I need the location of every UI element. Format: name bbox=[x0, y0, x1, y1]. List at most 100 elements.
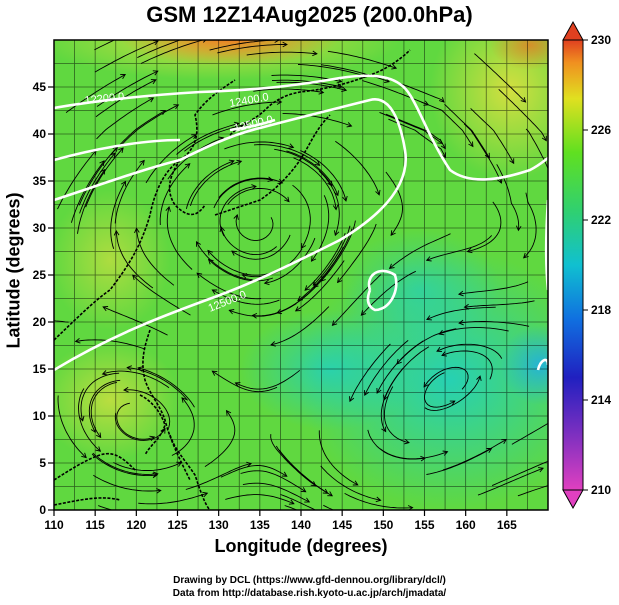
streamline bbox=[383, 386, 410, 444]
streamline bbox=[320, 64, 390, 83]
streamline bbox=[220, 465, 288, 478]
streamline-arrowhead bbox=[440, 143, 446, 150]
streamline-arrowhead bbox=[342, 195, 348, 202]
streamline bbox=[337, 223, 377, 283]
x-tick-label: 155 bbox=[414, 518, 434, 532]
streamline-arrowhead bbox=[388, 263, 395, 269]
streamline bbox=[323, 504, 335, 510]
streamline-arrowhead bbox=[550, 178, 555, 183]
streamline-arrowhead bbox=[282, 41, 288, 48]
streamline bbox=[116, 402, 155, 440]
streamline-arrowhead bbox=[236, 159, 243, 166]
streamline bbox=[114, 160, 145, 224]
streamline-arrowhead bbox=[346, 122, 353, 128]
streamline-arrowhead bbox=[219, 226, 225, 233]
y-tick-label: 30 bbox=[33, 221, 47, 235]
x-tick-label: 135 bbox=[250, 518, 270, 532]
streamline bbox=[80, 372, 120, 421]
streamline bbox=[94, 40, 116, 51]
streamline bbox=[335, 140, 380, 195]
streamline-arrowhead bbox=[468, 141, 474, 148]
streamline bbox=[441, 350, 493, 380]
streamline-arrowhead bbox=[148, 97, 155, 103]
streamline-arrowhead bbox=[441, 152, 447, 159]
streamline-arrowhead bbox=[381, 426, 387, 433]
streamline-arrowhead bbox=[132, 274, 138, 281]
streamline bbox=[78, 388, 101, 452]
streamline bbox=[94, 40, 159, 73]
streamline bbox=[159, 163, 191, 226]
streamline bbox=[185, 463, 252, 490]
streamline bbox=[426, 306, 496, 320]
streamline bbox=[120, 104, 179, 146]
streamline-arrowhead bbox=[310, 256, 317, 262]
y-tick-label: 35 bbox=[33, 174, 47, 188]
chart-title: GSM 12Z14Aug2025 (200.0hPa) bbox=[146, 2, 473, 27]
streamline bbox=[212, 101, 282, 116]
streamline-arrowhead bbox=[497, 178, 503, 184]
streamline bbox=[93, 474, 161, 492]
streamline bbox=[444, 103, 490, 159]
streamline bbox=[166, 206, 193, 270]
streamline-arrowhead bbox=[327, 491, 333, 497]
streamline bbox=[96, 97, 154, 140]
streamline-arrowhead bbox=[270, 341, 276, 347]
streamline bbox=[464, 300, 535, 308]
streamline-arrowhead bbox=[549, 458, 554, 462]
streamline bbox=[189, 160, 242, 206]
streamline-arrowhead bbox=[501, 439, 508, 445]
wind-streamlines bbox=[54, 34, 555, 510]
streamline bbox=[102, 370, 170, 389]
streamline-arrowhead bbox=[318, 89, 325, 95]
streamline-arrowhead bbox=[95, 446, 102, 452]
streamline-arrowhead bbox=[191, 134, 198, 140]
streamline bbox=[436, 343, 503, 359]
streamline bbox=[235, 369, 301, 390]
streamline bbox=[252, 287, 315, 317]
streamline bbox=[295, 260, 345, 312]
colorbar: 210 214 218 222 226 230 bbox=[562, 20, 611, 510]
streamline bbox=[344, 493, 413, 509]
streamline bbox=[98, 505, 114, 510]
colorbar-tick-label: 218 bbox=[591, 303, 611, 317]
streamline bbox=[332, 274, 382, 326]
streamline bbox=[145, 134, 197, 184]
streamline bbox=[477, 467, 544, 496]
streamline-arrowhead bbox=[438, 97, 445, 103]
streamline-arrowhead bbox=[121, 34, 126, 38]
streamline bbox=[297, 64, 368, 78]
streamline-arrowhead bbox=[396, 358, 402, 365]
streamline bbox=[318, 430, 359, 486]
streamline-arrowhead bbox=[541, 135, 547, 142]
x-axis-title: Longitude (degrees) bbox=[214, 536, 388, 556]
colorbar-tick-label: 214 bbox=[591, 393, 611, 407]
streamline bbox=[274, 148, 333, 186]
streamline-arrowhead bbox=[145, 34, 150, 39]
streamline-arrowhead bbox=[312, 280, 319, 286]
streamline bbox=[220, 226, 277, 256]
streamline-arrowhead bbox=[333, 230, 340, 237]
streamline bbox=[102, 306, 168, 336]
streamline bbox=[138, 492, 208, 505]
streamline bbox=[270, 306, 330, 346]
streamline-arrowhead bbox=[139, 159, 145, 166]
streamline-arrowhead bbox=[165, 205, 171, 212]
streamline-arrowhead bbox=[207, 258, 214, 265]
streamline-arrowhead bbox=[99, 160, 105, 166]
streamline bbox=[396, 328, 457, 365]
streamline-arrowhead bbox=[300, 487, 307, 493]
streamline-arrowhead bbox=[349, 396, 355, 403]
y-tick-label: 40 bbox=[33, 127, 47, 141]
streamline-arrowhead bbox=[184, 163, 191, 169]
streamline-arrowhead bbox=[126, 365, 132, 371]
streamline bbox=[227, 188, 290, 205]
streamline-arrowhead bbox=[241, 273, 248, 279]
streamline-arrowhead bbox=[420, 455, 427, 462]
streamline bbox=[420, 101, 474, 147]
x-tick-label: 145 bbox=[332, 518, 352, 532]
streamline-arrowhead bbox=[484, 152, 490, 159]
streamline bbox=[176, 122, 240, 155]
streamline bbox=[426, 235, 493, 261]
streamline bbox=[385, 171, 403, 236]
